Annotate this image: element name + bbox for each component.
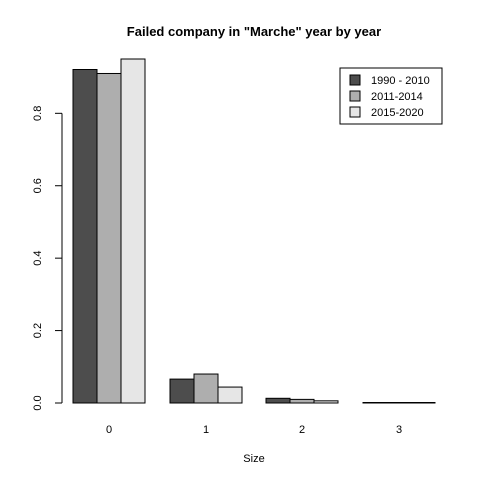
chart-title: Failed company in "Marche" year by year bbox=[127, 24, 381, 39]
legend-swatch bbox=[349, 74, 361, 86]
legend-entry: 2011-2014 bbox=[371, 91, 423, 103]
bar bbox=[72, 69, 98, 404]
bar bbox=[362, 402, 388, 404]
bar bbox=[386, 402, 412, 404]
legend-swatch bbox=[349, 106, 361, 118]
y-tick-label: 0.6 bbox=[32, 178, 44, 193]
x-tick-label: 2 bbox=[299, 424, 305, 436]
legend-entry: 1990 - 2010 bbox=[371, 75, 430, 87]
bar bbox=[289, 398, 315, 404]
bar bbox=[120, 58, 146, 404]
y-tick-label: 0.8 bbox=[32, 106, 44, 121]
bar bbox=[193, 373, 219, 404]
x-tick-labels: 0 1 2 3 bbox=[106, 424, 402, 436]
bar bbox=[265, 397, 291, 404]
x-axis-label: Size bbox=[243, 453, 264, 465]
legend-swatch bbox=[349, 90, 361, 102]
bars bbox=[72, 58, 436, 404]
legend-entry: 2015-2020 bbox=[371, 107, 424, 119]
y-tick-label: 0.4 bbox=[32, 251, 44, 266]
legend: 1990 - 2010 2011-2014 2015-2020 bbox=[339, 67, 443, 125]
x-tick-label: 1 bbox=[203, 424, 209, 436]
bar bbox=[410, 402, 436, 404]
bar bbox=[313, 400, 339, 404]
x-tick-label: 3 bbox=[396, 424, 402, 436]
bar bbox=[169, 378, 195, 404]
bar bbox=[96, 72, 122, 404]
x-tick-label: 0 bbox=[106, 424, 112, 436]
y-tick-label: 0.2 bbox=[32, 323, 44, 338]
y-tick-label: 0.0 bbox=[32, 395, 44, 410]
y-axis: 0.0 0.2 0.4 0.6 0.8 bbox=[32, 106, 63, 411]
bar bbox=[217, 386, 243, 404]
